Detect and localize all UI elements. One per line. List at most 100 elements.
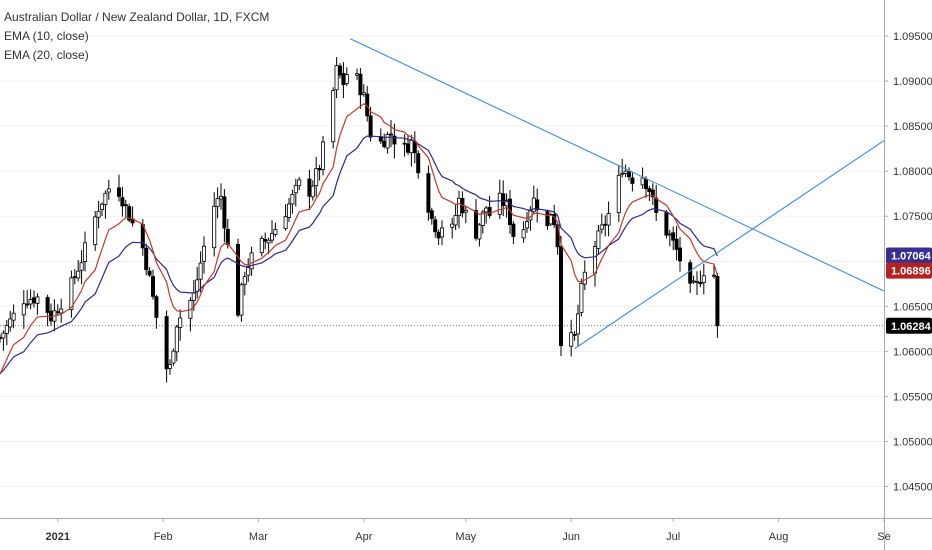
candle-body (167, 364, 172, 369)
candle-body (473, 210, 478, 239)
time-axis-bg (0, 518, 932, 550)
y-tick-label: 1.05000 (893, 436, 932, 448)
candle-body (385, 134, 390, 149)
candle-body (79, 262, 84, 271)
candle-body (698, 282, 703, 285)
candle-body (433, 219, 438, 233)
x-tick-label: Aug (769, 531, 789, 543)
candle-body (246, 267, 251, 276)
candle-body (164, 316, 169, 370)
candle-body (436, 231, 441, 239)
descending-trendline (349, 38, 885, 292)
candle-body (582, 271, 587, 285)
candle-body (320, 141, 325, 170)
candle-body (480, 211, 485, 226)
candle-body (623, 170, 628, 174)
candle-body (212, 205, 217, 249)
candle-body (640, 177, 645, 186)
x-tick-label: Apr (355, 531, 372, 543)
candle-body (497, 192, 502, 215)
ascending-trendline (574, 140, 885, 350)
candle-body (599, 224, 604, 230)
price-badge-label: 1.07064 (891, 250, 932, 262)
candle-body (120, 197, 125, 207)
candle-body (55, 311, 60, 314)
candle-body (106, 188, 111, 193)
candle-body (695, 281, 700, 283)
candle-body (511, 223, 516, 237)
y-tick-label: 1.04500 (893, 481, 932, 493)
candle-body (572, 334, 577, 336)
chart-legend: Australian Dollar / New Zealand Dollar, … (4, 8, 269, 65)
candle-body (266, 239, 271, 244)
candle-body (650, 189, 655, 198)
candle-body (150, 276, 155, 297)
candle-body (664, 212, 669, 236)
ema10-label: EMA (10, close) (4, 29, 89, 43)
candle-body (606, 213, 611, 226)
ema10-series (0, 103, 718, 375)
candle-body (310, 185, 315, 198)
candle-body (667, 233, 672, 236)
candle-body (225, 228, 230, 245)
candle-body (35, 296, 40, 304)
price-badge (886, 262, 932, 279)
candle-body (450, 223, 455, 228)
candle-body (596, 230, 601, 249)
candle-body (307, 178, 312, 197)
candle-body (439, 227, 444, 238)
candle-body (45, 297, 50, 314)
candle-body (69, 277, 74, 311)
candle-body (535, 199, 540, 211)
candle-body (405, 143, 410, 153)
candle-body (525, 221, 530, 229)
candle-body (453, 214, 458, 226)
candle-body (201, 245, 206, 262)
candle-body (627, 171, 632, 178)
candle-body (32, 297, 37, 304)
candle-body (579, 282, 584, 313)
candle-body (620, 172, 625, 175)
candle-body (144, 247, 149, 271)
candle-body (297, 179, 302, 187)
candle-body (715, 276, 720, 327)
candle-body (701, 275, 706, 283)
candle-body (576, 313, 581, 335)
price-badge (886, 317, 932, 334)
candle-body (147, 270, 152, 276)
price-badge-label: 1.06284 (891, 321, 932, 333)
candle-body (59, 308, 64, 314)
candle-body (678, 247, 683, 262)
y-tick-label: 1.05500 (893, 391, 932, 403)
candle-body (331, 90, 336, 143)
candle-body (484, 207, 489, 213)
candle-body (409, 140, 414, 154)
candle-body (593, 246, 598, 274)
y-tick-label: 1.06500 (893, 301, 932, 313)
candle-body (96, 210, 101, 218)
candle-body (644, 178, 649, 190)
candle-body (25, 303, 30, 306)
candle-body (0, 337, 3, 340)
candle-body (402, 142, 407, 145)
candle-body (293, 185, 298, 194)
y-tick-label: 1.08500 (893, 121, 932, 133)
candle-body (290, 193, 295, 205)
candle-body (603, 223, 608, 226)
candle-body (429, 210, 434, 219)
candle-body (388, 133, 393, 136)
candle-body (76, 270, 81, 279)
candle-body (222, 196, 227, 229)
candle-body (463, 209, 468, 213)
candle-body (630, 177, 635, 184)
candle-body (4, 325, 9, 334)
candle-body (358, 73, 363, 96)
candle-body (501, 193, 506, 206)
candle-body (688, 262, 693, 284)
candle-body (93, 216, 98, 245)
candle-body (218, 195, 223, 200)
x-tick-label: Se (877, 531, 890, 543)
candle-body (178, 317, 183, 328)
